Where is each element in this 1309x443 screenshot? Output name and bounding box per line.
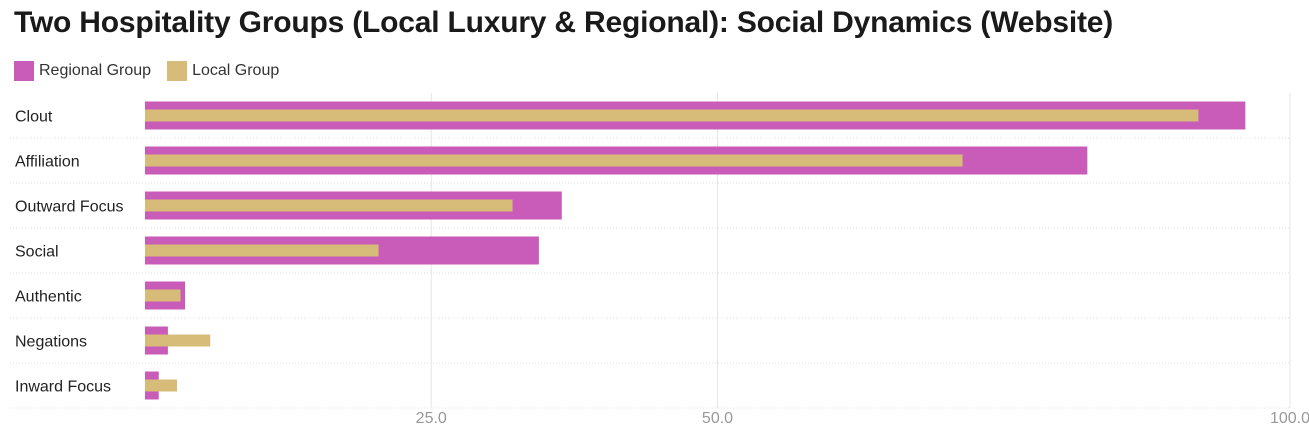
legend-item-regional-group[interactable]: Regional Group [14,61,151,81]
chart-title: Two Hospitality Groups (Local Luxury & R… [14,6,1114,39]
legend-swatch-regional-group [14,61,34,81]
category-label-clout: Clout [15,109,53,126]
category-label-negations: Negations [15,334,87,351]
category-label-affiliation: Affiliation [15,154,80,171]
legend-label-local-group: Local Group [192,62,280,79]
bar-local-group-outward-focus [145,199,513,212]
x-tick-label: 50.0 [702,410,733,427]
bar-local-group-affiliation [145,154,963,167]
legend-label-regional-group: Regional Group [39,62,152,79]
bar-local-group-clout [145,109,1199,122]
category-label-social: Social [15,244,59,261]
bar-local-group-authentic [145,289,181,302]
legend: Regional Group Local Group [14,61,295,81]
category-label-inward-focus: Inward Focus [15,379,111,396]
legend-swatch-local-group [167,61,188,81]
bar-local-group-inward-focus [145,379,178,392]
bar-local-group-social [145,244,379,257]
x-tick-label: 100.0 [1270,410,1309,427]
bar-local-group-negations [145,334,211,347]
legend-item-local-group[interactable]: Local Group [167,61,279,81]
category-label-outward-focus: Outward Focus [15,199,123,216]
x-tick-label: 25.0 [416,410,447,427]
category-label-authentic: Authentic [15,289,82,306]
